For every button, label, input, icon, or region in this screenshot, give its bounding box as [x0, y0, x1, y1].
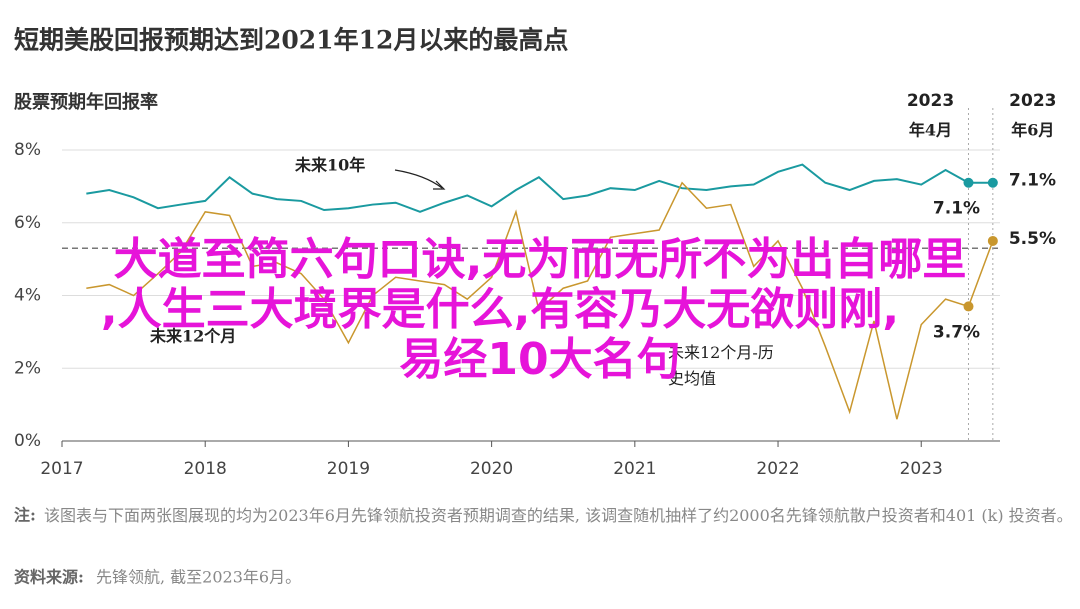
y-tick-label: 6%	[14, 213, 41, 233]
highlight-month: 年4月	[909, 121, 952, 140]
point	[963, 301, 974, 312]
highlight-year: 2023	[1009, 91, 1056, 111]
value-label: 5.5%	[1009, 229, 1056, 249]
x-tick-label: 2022	[756, 459, 799, 479]
y-tick-label: 8%	[14, 140, 41, 160]
y-tick-label: 0%	[14, 431, 41, 451]
y-tick-label: 2%	[14, 358, 41, 378]
series-line	[86, 181, 994, 420]
point	[963, 177, 974, 188]
reference-label: 未来12个月-历史均值	[668, 343, 774, 388]
value-label: 7.1%	[1009, 171, 1056, 191]
overlay-text: 易经10大名句	[399, 334, 680, 385]
reference-label-box: 未来12个月-历史均值	[668, 343, 774, 388]
highlight-year: 2023	[907, 91, 954, 111]
value-label: 7.1%	[933, 199, 980, 219]
series-line	[86, 163, 993, 213]
series-name: 未来10年	[294, 156, 365, 175]
source: 先锋领航, 截至2023年6月。	[96, 568, 301, 587]
x-tick-label: 2019	[327, 459, 370, 479]
x-tick-label: 2018	[184, 459, 227, 479]
x-tick-label: 2023	[900, 459, 943, 479]
source-label: 资料来源:	[14, 568, 84, 587]
series-name: 未来12个月	[149, 327, 236, 346]
x-tick-label: 2020	[470, 459, 513, 479]
note: 该图表与下面两张图展现的均为2023年6月先锋领航投资者预期调查的结果, 该调查…	[44, 506, 1073, 525]
overlay-text: 大道至简六句口诀,无为而无所不为出自哪里	[114, 234, 967, 285]
x-tick-label: 2021	[613, 459, 656, 479]
overlay-text: ,人生三大境界是什么,有容乃大无欲则刚,	[101, 284, 899, 335]
x-tick-label: 2017	[40, 459, 83, 479]
subtitle: 股票预期年回报率	[13, 91, 158, 113]
value-label: 3.7%	[933, 322, 980, 342]
highlight-month: 年6月	[1011, 121, 1054, 140]
chart-title: 短期美股回报预期达到2021年12月以来的最高点	[14, 26, 568, 55]
point	[987, 235, 998, 246]
note-box: 该图表与下面两张图展现的均为2023年6月先锋领航投资者预期调查的结果, 该调查…	[44, 506, 1073, 525]
y-tick-label: 4%	[14, 286, 41, 306]
point	[987, 177, 998, 188]
arrow	[394, 169, 446, 190]
note-label: 注:	[14, 506, 36, 525]
